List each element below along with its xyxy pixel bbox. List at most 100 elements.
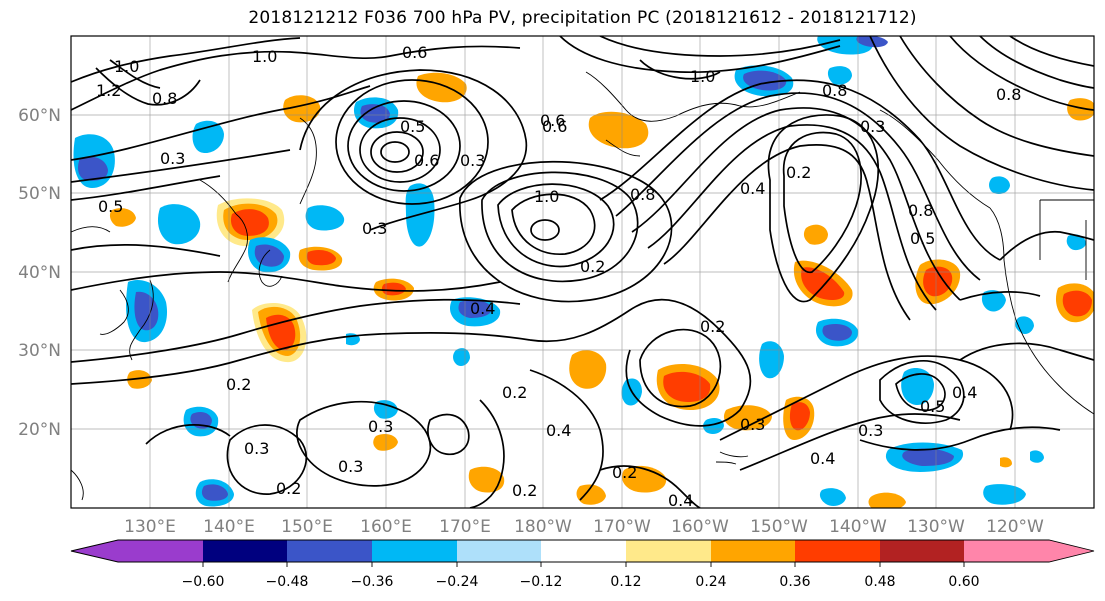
coastline [719, 451, 749, 458]
coastline [675, 91, 801, 117]
colorbar-swatch [880, 540, 964, 562]
pv-contour [647, 124, 937, 311]
contour-label: 1.0 [252, 47, 277, 66]
pv-contour [859, 426, 1061, 451]
pv-contour [296, 400, 432, 487]
contour-label: 0.2 [226, 375, 251, 394]
lon-label: 170°E [439, 517, 491, 537]
contour-label: 0.2 [700, 317, 725, 336]
precip-pos-patch [306, 250, 336, 266]
lon-labels: 130°E 140°E 150°E 160°E 170°E 180°W 170°… [124, 517, 1044, 537]
contour-label: 0.4 [668, 491, 693, 510]
contour-label: 0.8 [152, 89, 177, 108]
pv-contour [719, 355, 1014, 441]
pv-contour [663, 144, 911, 321]
contour-label: 0.3 [858, 421, 883, 440]
pv-contour [639, 328, 722, 408]
lon-label: 140°E [203, 517, 255, 537]
pv-contour [71, 45, 521, 111]
contour-label: 1.0 [534, 187, 559, 206]
lon-label: 160°E [360, 517, 412, 537]
figure-title: 2018121212 F036 700 hPa PV, precipitatio… [248, 8, 917, 28]
precip-pos-patch [230, 209, 269, 236]
precip-pos-patch [576, 484, 606, 505]
precip-pos-patch [723, 405, 772, 431]
precip-pos-patch [381, 282, 406, 296]
precip-neg-patch [759, 341, 784, 379]
pv-contour [71, 332, 531, 385]
pv-contour [71, 298, 521, 363]
colorbar-tick-label: −0.48 [266, 574, 309, 590]
lon-label: 180°W [514, 517, 572, 537]
colorbar-tick-label: −0.60 [182, 574, 225, 590]
contour-label: 0.4 [810, 449, 835, 468]
pv-contour [959, 291, 1041, 301]
lon-label: 130°E [124, 517, 176, 537]
lat-label: 40°N [18, 263, 61, 283]
pv-contour [427, 413, 470, 456]
pv-contour [380, 141, 410, 163]
pv-contour [529, 369, 604, 501]
lon-label: 160°W [671, 517, 729, 537]
pv-contour [615, 92, 981, 281]
lat-label: 50°N [18, 184, 61, 204]
pv-contour [71, 271, 501, 292]
precip-neg-patch [254, 244, 284, 267]
colorbar-swatch [372, 540, 457, 562]
pv-contour [959, 342, 1094, 361]
contour-label: 0.5 [910, 229, 935, 248]
pv-contour [599, 79, 1001, 261]
coastline [989, 207, 1017, 321]
pv-contour [767, 114, 880, 303]
coastline [129, 279, 154, 361]
pv-contour [335, 79, 489, 205]
contour-label: 0.8 [630, 185, 655, 204]
contour-label: 0.6 [540, 111, 565, 130]
contour-label: 0.8 [822, 81, 847, 100]
contour-label: 0.4 [546, 421, 571, 440]
colorbar-swatch [711, 540, 795, 562]
precip-neg-patch [989, 176, 1010, 194]
pv-contour [511, 193, 596, 255]
colorbar-ticks [202, 562, 965, 567]
coastline [879, 109, 991, 209]
precip-pos-patch [801, 267, 845, 300]
precip-pos-patch [868, 492, 906, 508]
precip-neg-patch [157, 204, 201, 245]
pv-contour [529, 298, 752, 427]
contour-label: 0.2 [502, 383, 527, 402]
contour-label: 0.4 [470, 299, 495, 318]
precip-neg-patch [901, 368, 934, 406]
contour-label: 0.4 [952, 383, 977, 402]
coastline [99, 289, 129, 335]
pv-contour [145, 424, 231, 445]
pv-contour [979, 36, 1094, 89]
pv-contour [481, 171, 639, 283]
pv-contour [359, 117, 441, 183]
contour-label: 0.6 [542, 117, 567, 136]
lat-label: 60°N [18, 106, 61, 126]
colorbar-swatch [287, 540, 372, 562]
precip-pos-patch [283, 95, 321, 123]
precip-pos-patch [468, 466, 505, 493]
colorbar-swatch [626, 540, 711, 562]
colorbar-swatch [1049, 540, 1094, 562]
coastline [258, 249, 283, 287]
contour-label: 0.4 [740, 179, 765, 198]
precip-neg-patch [360, 104, 390, 123]
pv-contour [631, 107, 961, 301]
pv-contour [599, 465, 701, 508]
colorbar-swatch [541, 540, 626, 562]
colorbar-swatch [795, 540, 880, 562]
lat-labels: 60°N 50°N 40°N 30°N 20°N [18, 106, 61, 440]
contour-label: 0.3 [362, 219, 387, 238]
precip-pos-patch [416, 72, 467, 103]
plot-frame [70, 35, 1095, 509]
colorbar-frame [70, 539, 1095, 563]
contour-label: 0.3 [740, 415, 765, 434]
pv-contour [999, 230, 1094, 261]
precip-neg-patch [305, 205, 345, 231]
lon-label: 150°E [281, 517, 333, 537]
lon-label: 120°W [986, 517, 1044, 537]
